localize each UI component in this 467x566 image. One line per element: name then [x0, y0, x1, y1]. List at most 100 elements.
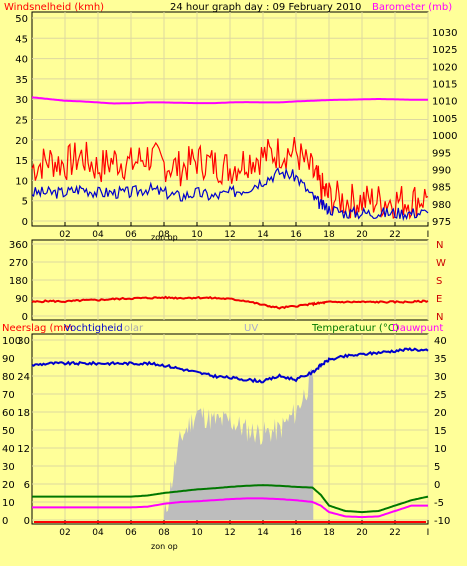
wind-average-line [31, 167, 429, 222]
climate-x-axis-ticks: 02 04 06 08 10 12 14 16 18 20 22 I [59, 520, 429, 538]
wind-tick-label: 40 [15, 55, 28, 66]
rain-axis-label: Neerslag (mm [2, 323, 73, 334]
x-tick-label: 06 [125, 230, 137, 240]
barometer-tick-label: 985 [432, 183, 451, 194]
direction-axis-ticks: 360 270 180 90 0 [9, 240, 28, 323]
x-tick-label: 22 [389, 528, 400, 538]
x-tick-label: 10 [191, 230, 203, 240]
x-tick-label: 02 [59, 230, 70, 240]
wind-tick-label: 35 [15, 75, 28, 86]
sunrise-label-bottom: zon op [151, 542, 178, 551]
barometer-tick-label: 975 [432, 217, 451, 228]
barometer-tick-label: 995 [432, 148, 451, 159]
humidity-tick-label: 30 [2, 462, 15, 473]
temperature-axis-label: Temperatuur (°C) [311, 323, 399, 334]
compass-label: N [436, 312, 443, 323]
humidity-tick-label: 40 [2, 444, 15, 455]
wind-tick-label: 50 [15, 14, 28, 25]
compass-label: W [436, 258, 446, 269]
x-tick-label: 14 [257, 230, 269, 240]
dewpoint-axis-label: Dauwpunt [392, 323, 443, 334]
x-tick-label: 02 [59, 528, 70, 538]
wind-tick-label: 0 [22, 217, 28, 228]
solar-radiation-area [164, 368, 314, 520]
temperature-line [32, 484, 429, 514]
humidity-tick-label: 70 [2, 390, 15, 401]
chart-title: 24 hour graph day : 09 February 2010 [170, 2, 361, 13]
barometer-tick-label: 1015 [432, 80, 457, 91]
humidity-axis-label: Vochtigheid [64, 323, 123, 334]
x-tick-label: 06 [125, 528, 137, 538]
temperature-tick-label: 35 [434, 354, 447, 365]
direction-series [31, 295, 429, 310]
solar-label: olar [124, 323, 144, 334]
barometer-axis-ticks: 1030 1025 1020 1015 1010 1005 1000 995 990 985 980… [432, 28, 457, 228]
barometer-line [31, 96, 428, 105]
humidity-tick-label: 90 [2, 354, 15, 365]
wind-tick-label: 30 [15, 95, 28, 106]
direction-tick-label: 180 [9, 276, 28, 287]
wind-x-axis-ticks: 02 04 06 08 10 12 14 16 18 20 22 I [59, 222, 429, 240]
barometer-tick-label: 1010 [432, 97, 457, 108]
temperature-tick-label: 20 [434, 408, 447, 419]
x-tick-label: I [427, 230, 430, 240]
wind-axis-label: Windsnelheid (kmh) [4, 2, 104, 13]
barometer-tick-label: 1000 [432, 131, 457, 142]
barometer-axis-label: Barometer (mb) [372, 2, 452, 13]
barometer-tick-label: 1025 [432, 45, 457, 56]
x-tick-label: 22 [389, 230, 400, 240]
x-tick-label: 12 [224, 230, 235, 240]
temperature-tick-label: 0 [434, 480, 440, 491]
barometer-tick-label: 980 [432, 200, 451, 211]
compass-label: N [436, 240, 443, 251]
temperature-axis-ticks: 40 35 30 25 20 15 10 5 0 -5 -10 [434, 336, 450, 527]
barometer-tick-label: 1030 [432, 28, 457, 39]
x-tick-label: 14 [257, 528, 269, 538]
humidity-tick-label: 60 [2, 408, 15, 419]
barometer-tick-label: 1020 [432, 62, 457, 73]
x-tick-label: 12 [224, 528, 235, 538]
x-tick-label: 18 [323, 528, 335, 538]
x-tick-label: 04 [92, 230, 104, 240]
temperature-tick-label: -5 [434, 498, 444, 509]
wind-direction-line [31, 295, 429, 310]
humidity-line [31, 347, 429, 384]
humidity-tick-label: 20 [2, 480, 15, 491]
rain-tick-label: 18 [17, 408, 30, 419]
compass-label: S [436, 276, 442, 287]
x-tick-label: I [427, 528, 430, 538]
dewpoint-line [32, 497, 428, 519]
rain-tick-label: 6 [24, 480, 30, 491]
wind-tick-label: 45 [15, 34, 28, 45]
humidity-tick-label: 0 [2, 516, 8, 527]
x-tick-label: 16 [290, 230, 302, 240]
wind-series [31, 96, 429, 222]
humidity-tick-label: 50 [2, 426, 15, 437]
direction-tick-label: 360 [9, 240, 28, 251]
rain-tick-label: 0 [24, 516, 30, 527]
direction-tick-label: 90 [15, 294, 28, 305]
wind-gust-line [31, 137, 429, 220]
temperature-tick-label: 10 [434, 444, 447, 455]
direction-tick-label: 0 [22, 312, 28, 323]
x-tick-label: 20 [356, 528, 368, 538]
wind-tick-label: 25 [15, 116, 28, 127]
temperature-tick-label: -10 [434, 516, 450, 527]
wind-tick-label: 15 [15, 156, 28, 167]
rain-tick-label: 24 [17, 372, 30, 383]
x-tick-label: 08 [158, 230, 170, 240]
rain-tick-label: 12 [17, 444, 30, 455]
temperature-tick-label: 40 [434, 336, 447, 347]
humidity-tick-label: 10 [2, 498, 15, 509]
x-tick-label: 16 [290, 528, 302, 538]
sunrise-label-top: zon op [151, 233, 178, 242]
barometer-tick-label: 1005 [432, 114, 457, 125]
uv-label: UV [244, 323, 258, 334]
temperature-tick-label: 5 [434, 462, 440, 473]
x-tick-label: 08 [158, 528, 170, 538]
wind-tick-label: 10 [15, 176, 28, 187]
